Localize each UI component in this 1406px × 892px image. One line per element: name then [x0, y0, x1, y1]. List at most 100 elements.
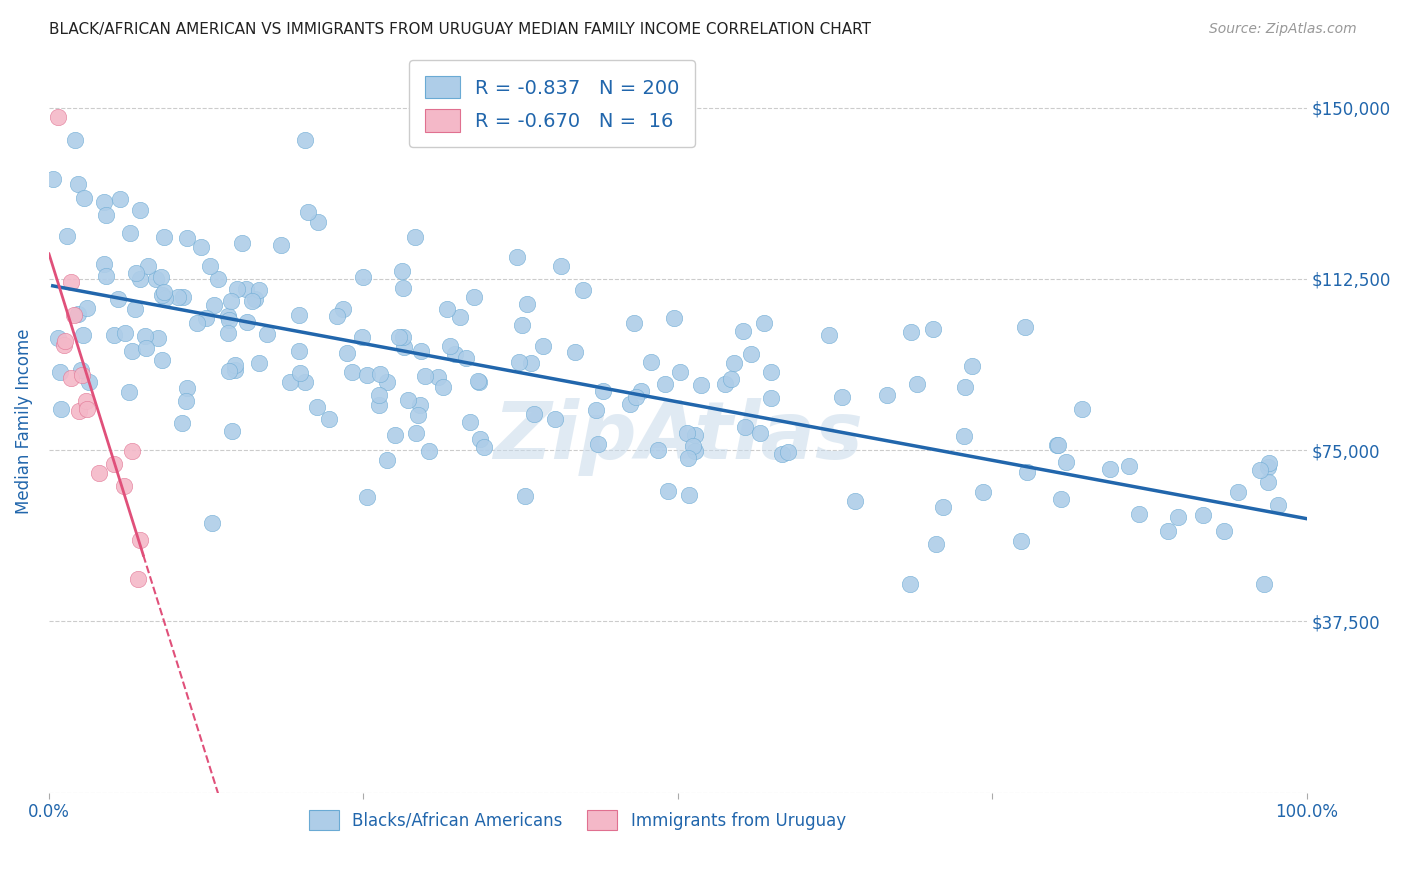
Point	[202, 298, 225, 312]
Point	[818, 327, 841, 342]
Point	[152, 230, 174, 244]
Point	[186, 316, 208, 330]
Point	[1015, 465, 1038, 479]
Point	[1050, 491, 1073, 506]
Point	[898, 577, 921, 591]
Point	[413, 369, 436, 384]
Point	[288, 366, 311, 380]
Point	[683, 428, 706, 442]
Point	[256, 326, 278, 341]
Point	[224, 363, 246, 377]
Point	[367, 388, 389, 402]
Point	[1192, 508, 1215, 522]
Point	[623, 316, 645, 330]
Point	[134, 328, 156, 343]
Point	[472, 440, 495, 454]
Point	[352, 269, 374, 284]
Point	[356, 368, 378, 383]
Point	[121, 344, 143, 359]
Point	[207, 271, 229, 285]
Point	[426, 369, 449, 384]
Point	[127, 572, 149, 586]
Point	[516, 297, 538, 311]
Point	[218, 313, 240, 327]
Point	[46, 331, 69, 345]
Point	[458, 415, 481, 429]
Point	[900, 325, 922, 339]
Point	[53, 338, 76, 352]
Point	[129, 271, 152, 285]
Point	[1212, 524, 1234, 539]
Point	[1257, 460, 1279, 475]
Point	[221, 424, 243, 438]
Y-axis label: Median Family Income: Median Family Income	[15, 329, 32, 515]
Point	[657, 483, 679, 498]
Point	[921, 322, 943, 336]
Point	[1267, 498, 1289, 512]
Point	[384, 428, 406, 442]
Point	[662, 311, 685, 326]
Point	[270, 237, 292, 252]
Point	[247, 283, 270, 297]
Point	[924, 537, 946, 551]
Point	[342, 365, 364, 379]
Point	[56, 229, 79, 244]
Point	[418, 444, 440, 458]
Point	[640, 354, 662, 368]
Point	[647, 443, 669, 458]
Point	[76, 402, 98, 417]
Point	[564, 344, 586, 359]
Point	[135, 341, 157, 355]
Point	[53, 334, 76, 348]
Point	[176, 231, 198, 245]
Point	[723, 356, 745, 370]
Point	[93, 194, 115, 209]
Point	[136, 259, 159, 273]
Point	[67, 177, 90, 191]
Point	[235, 282, 257, 296]
Point	[592, 384, 614, 398]
Point	[1014, 320, 1036, 334]
Point	[170, 416, 193, 430]
Point	[198, 259, 221, 273]
Point	[396, 392, 419, 407]
Point	[409, 344, 432, 359]
Point	[124, 301, 146, 316]
Point	[93, 257, 115, 271]
Point	[508, 354, 530, 368]
Point	[675, 425, 697, 440]
Point	[145, 272, 167, 286]
Text: ZipAtlas: ZipAtlas	[494, 398, 863, 475]
Point	[683, 444, 706, 458]
Point	[506, 250, 529, 264]
Point	[245, 293, 267, 307]
Point	[87, 466, 110, 480]
Point	[153, 291, 176, 305]
Point	[46, 110, 69, 124]
Point	[844, 493, 866, 508]
Point	[463, 290, 485, 304]
Point	[740, 347, 762, 361]
Point	[960, 359, 983, 374]
Point	[201, 516, 224, 530]
Point	[236, 315, 259, 329]
Point	[1257, 475, 1279, 490]
Point	[932, 500, 955, 514]
Point	[571, 283, 593, 297]
Point	[404, 230, 426, 244]
Point	[326, 309, 349, 323]
Point	[67, 306, 90, 320]
Point	[96, 269, 118, 284]
Point	[103, 328, 125, 343]
Point	[240, 294, 263, 309]
Point	[689, 377, 711, 392]
Point	[77, 375, 100, 389]
Point	[121, 444, 143, 458]
Point	[444, 347, 467, 361]
Point	[1253, 577, 1275, 591]
Point	[150, 353, 173, 368]
Point	[225, 282, 247, 296]
Point	[318, 412, 340, 426]
Point	[972, 485, 994, 500]
Point	[42, 172, 65, 186]
